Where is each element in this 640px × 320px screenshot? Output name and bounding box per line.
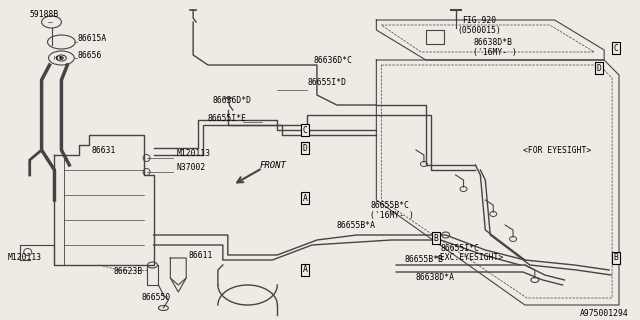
- Text: <EXC.EYESIGHT>: <EXC.EYESIGHT>: [436, 253, 504, 262]
- Text: <FOR EYESIGHT>: <FOR EYESIGHT>: [523, 146, 591, 155]
- Text: A: A: [303, 194, 307, 203]
- Text: 86655I*C: 86655I*C: [441, 244, 480, 252]
- Text: 86655I*D: 86655I*D: [307, 77, 346, 86]
- Text: N37002: N37002: [176, 163, 205, 172]
- Text: M120113: M120113: [176, 148, 211, 157]
- Bar: [426, 30, 444, 44]
- Text: A: A: [303, 266, 307, 275]
- Text: D: D: [596, 63, 602, 73]
- Text: 86656: 86656: [77, 51, 102, 60]
- Text: 59188B: 59188B: [29, 10, 59, 19]
- Text: M120113: M120113: [8, 253, 42, 262]
- Text: 86638D*A: 86638D*A: [416, 274, 455, 283]
- Text: 86636D*C: 86636D*C: [314, 55, 353, 65]
- Text: C: C: [303, 125, 307, 134]
- Text: 86638D*B: 86638D*B: [474, 37, 513, 46]
- Text: B: B: [614, 253, 618, 262]
- Text: 86655B*A: 86655B*A: [337, 220, 376, 229]
- Text: 86623B: 86623B: [114, 268, 143, 276]
- Text: 86655B*C: 86655B*C: [371, 201, 410, 210]
- Text: FIG.920: FIG.920: [463, 15, 497, 25]
- Text: D: D: [303, 143, 307, 153]
- Text: 86636D*D: 86636D*D: [213, 95, 252, 105]
- Text: 866550: 866550: [141, 293, 171, 302]
- Text: ('16MY- ): ('16MY- ): [371, 211, 414, 220]
- Ellipse shape: [60, 57, 63, 60]
- Text: 86655B*B: 86655B*B: [404, 255, 443, 265]
- Text: A975001294: A975001294: [579, 309, 628, 318]
- Text: FRONT: FRONT: [259, 161, 286, 170]
- Text: ('16MY- ): ('16MY- ): [474, 47, 517, 57]
- Text: 86615A: 86615A: [77, 34, 106, 43]
- Text: C: C: [614, 44, 618, 52]
- Text: B: B: [433, 234, 438, 243]
- Text: HIT: HIT: [54, 55, 63, 60]
- Text: (0500015): (0500015): [458, 26, 502, 35]
- Text: 86611: 86611: [188, 251, 212, 260]
- Text: 86631: 86631: [91, 146, 115, 155]
- Text: 86655I*E: 86655I*E: [208, 114, 247, 123]
